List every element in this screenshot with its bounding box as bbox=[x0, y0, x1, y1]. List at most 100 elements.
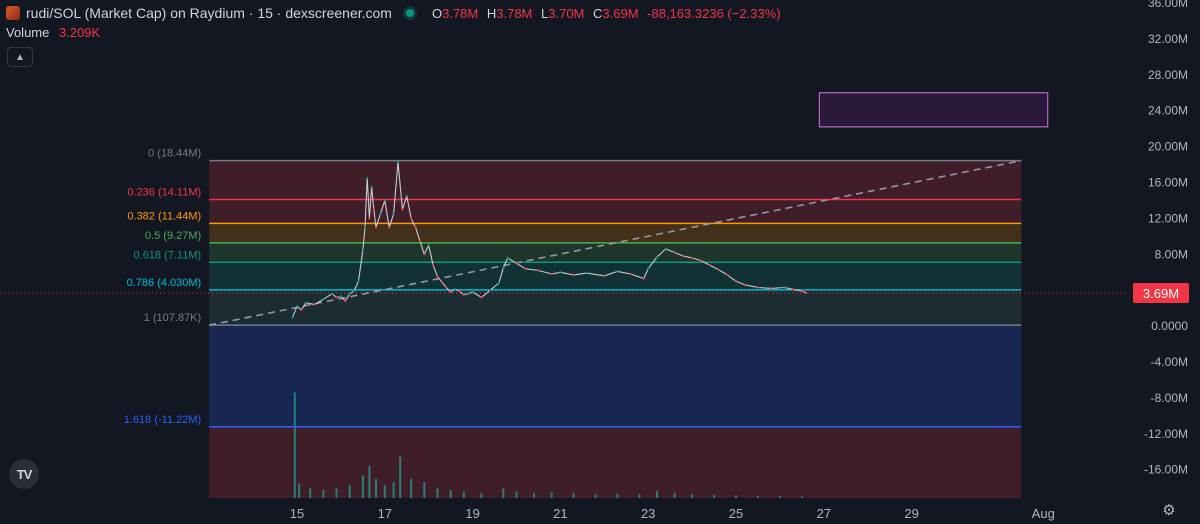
price-point bbox=[769, 287, 773, 290]
time-axis[interactable] bbox=[0, 498, 1200, 524]
price-point bbox=[370, 185, 373, 189]
price-point bbox=[673, 251, 676, 254]
volume-bar bbox=[368, 466, 371, 498]
price-point bbox=[418, 239, 422, 243]
price-point bbox=[682, 254, 685, 258]
rectangle-drawing[interactable] bbox=[818, 92, 1049, 128]
price-point bbox=[616, 270, 619, 273]
ohlc-close-value: 3.69M bbox=[602, 5, 639, 21]
y-tick-label: 28.00M bbox=[1148, 68, 1188, 82]
x-tick-label: 27 bbox=[817, 506, 831, 521]
fib-level-label: 0.236 (14.11M) bbox=[127, 186, 201, 198]
gear-icon[interactable]: ⚙ bbox=[1162, 502, 1176, 519]
fib-level-label: 1.618 (-11.22M) bbox=[124, 414, 201, 426]
price-point bbox=[515, 262, 518, 265]
x-tick-label: 23 bbox=[641, 506, 655, 521]
y-tick-label: 16.00M bbox=[1148, 176, 1188, 190]
volume-bar bbox=[392, 482, 395, 498]
chart-legend: rudi/SOL (Market Cap) on Raydium · 15 · … bbox=[6, 3, 786, 23]
price-point bbox=[800, 289, 804, 293]
price-point bbox=[295, 305, 299, 308]
volume-bar bbox=[638, 494, 641, 498]
price-point bbox=[322, 297, 325, 301]
volume-bar bbox=[515, 491, 518, 498]
volume-bar bbox=[778, 496, 781, 498]
price-point bbox=[339, 295, 343, 298]
volume-bar bbox=[502, 488, 505, 498]
price-point bbox=[783, 286, 786, 289]
price-point bbox=[366, 176, 369, 180]
price-point bbox=[405, 194, 408, 198]
ohlc-low-value: 3.70M bbox=[548, 5, 585, 21]
volume-bar bbox=[655, 490, 658, 498]
volume-bar bbox=[348, 485, 351, 498]
ohlc-high-key: H bbox=[486, 5, 497, 21]
y-tick-label: 32.00M bbox=[1148, 32, 1188, 46]
price-point bbox=[537, 269, 540, 272]
y-tick-label: 36.00M bbox=[1148, 0, 1188, 10]
fib-level-label: 0 (18.44M) bbox=[148, 148, 201, 160]
fib-zone bbox=[209, 223, 1022, 243]
price-point bbox=[559, 271, 562, 274]
price-point bbox=[488, 289, 492, 292]
volume-bar bbox=[436, 488, 439, 498]
price-point bbox=[291, 315, 294, 319]
x-tick-label: 25 bbox=[729, 506, 743, 521]
volume-bar bbox=[616, 493, 619, 498]
price-point bbox=[629, 272, 632, 276]
volume-bar bbox=[361, 475, 364, 498]
price-point bbox=[368, 217, 371, 220]
x-tick-label: 29 bbox=[904, 506, 918, 521]
price-point bbox=[690, 256, 694, 260]
price-point bbox=[348, 292, 351, 295]
volume-value: 3.209K bbox=[59, 25, 101, 40]
x-tick-label: 17 bbox=[378, 506, 392, 521]
price-point bbox=[717, 268, 720, 271]
last-price-tag-label: 3.69M bbox=[1143, 286, 1179, 301]
price-point bbox=[726, 273, 729, 277]
ohlc-open-key: O bbox=[431, 5, 443, 21]
fib-zone bbox=[209, 242, 1022, 263]
volume-bar bbox=[756, 495, 759, 498]
price-point bbox=[524, 267, 527, 270]
y-tick-label: 24.00M bbox=[1148, 104, 1188, 118]
fib-level-label: 0.618 (7.11M) bbox=[134, 249, 202, 261]
price-point bbox=[440, 280, 444, 284]
price-point bbox=[585, 271, 588, 275]
trend-line[interactable] bbox=[209, 159, 1022, 326]
price-point bbox=[458, 289, 461, 293]
volume-bar bbox=[572, 493, 575, 498]
volume-bar bbox=[399, 456, 402, 498]
price-point bbox=[708, 263, 711, 267]
price-point bbox=[699, 259, 703, 262]
collapse-legend-button[interactable]: ▲ bbox=[7, 47, 33, 67]
token-logo-icon bbox=[6, 6, 20, 20]
price-point bbox=[734, 280, 738, 283]
y-tick-label: -16.00M bbox=[1144, 463, 1188, 477]
x-tick-label: Aug bbox=[1032, 506, 1055, 521]
y-tick-label: 12.00M bbox=[1148, 211, 1188, 225]
price-point bbox=[304, 301, 307, 304]
fib-level-label: 0.5 (9.27M) bbox=[145, 230, 201, 242]
last-price-tag bbox=[1133, 282, 1189, 303]
volume-bar bbox=[335, 488, 338, 498]
price-point bbox=[427, 244, 430, 247]
chevron-up-icon: ▲ bbox=[15, 51, 25, 63]
tradingview-logo-icon[interactable]: TV bbox=[9, 459, 39, 489]
x-tick-label: 19 bbox=[465, 506, 479, 521]
price-point bbox=[383, 199, 386, 202]
ohlc-low-key: L bbox=[541, 5, 549, 21]
volume-bar bbox=[383, 485, 386, 498]
ohlc-open-value: 3.78M bbox=[442, 5, 479, 21]
y-tick-label: 20.00M bbox=[1148, 140, 1188, 154]
fib-zone bbox=[209, 262, 1022, 290]
price-axis[interactable] bbox=[1125, 0, 1200, 498]
volume-bar bbox=[410, 478, 413, 498]
price-point bbox=[497, 281, 501, 285]
volume-bar bbox=[480, 493, 483, 498]
volume-bar bbox=[713, 494, 716, 498]
volume-bar bbox=[533, 493, 536, 498]
x-tick-label: 15 bbox=[290, 506, 304, 521]
volume-bar bbox=[691, 494, 694, 498]
